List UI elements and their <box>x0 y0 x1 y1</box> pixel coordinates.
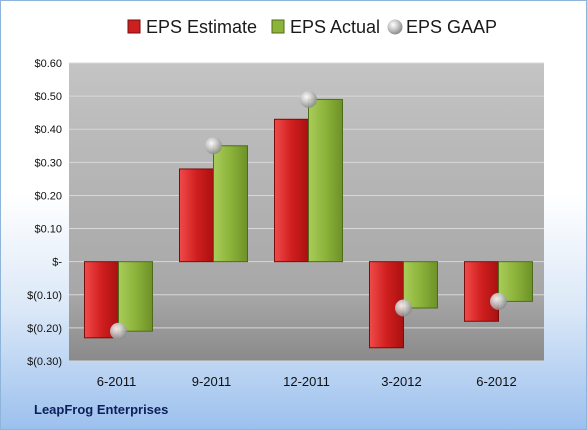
y-tick-label: $0.50 <box>34 91 62 103</box>
eps-actual-bar <box>213 145 248 263</box>
x-category-label: 12-2011 <box>283 374 330 389</box>
x-category-label: 9-2011 <box>192 374 232 389</box>
eps-gaap-point <box>395 299 412 317</box>
legend-label: EPS Estimate <box>146 17 257 37</box>
gaap-points <box>110 90 507 340</box>
legend-label: EPS GAAP <box>406 17 497 37</box>
legend-swatch <box>387 19 403 35</box>
x-axis-categories: 6-2011 9-2011 12-2011 3-2012 6-2012 <box>97 374 517 389</box>
legend-label: EPS Actual <box>290 17 380 37</box>
eps-gaap-point <box>205 137 222 155</box>
eps-gaap-point <box>110 322 127 340</box>
company-name: LeapFrog Enterprises <box>34 402 169 417</box>
x-category-label: 6-2011 <box>97 374 137 389</box>
y-tick-label: $0.40 <box>34 124 62 136</box>
y-tick-label: $(0.10) <box>27 290 62 302</box>
y-tick-label: $- <box>52 257 62 269</box>
eps-gaap-point <box>490 292 507 310</box>
eps-actual-bar <box>403 261 438 309</box>
y-tick-label: $0.60 <box>34 58 62 70</box>
y-tick-label: $0.20 <box>34 190 62 202</box>
eps-estimate-bar <box>274 118 309 263</box>
y-tick-label: $0.10 <box>34 224 62 236</box>
x-category-label: 6-2012 <box>476 374 516 389</box>
eps-estimate-bar <box>179 168 214 263</box>
legend-swatch <box>127 19 141 34</box>
y-tick-label: $(0.20) <box>27 323 62 335</box>
eps-actual-bar <box>118 261 153 332</box>
y-tick-label: $0.30 <box>34 157 62 169</box>
eps-estimate-bar <box>464 261 499 322</box>
x-category-label: 3-2012 <box>381 374 421 389</box>
y-axis-ticks: $0.60 $0.50 $0.40 $0.30 $0.20 $0.10 $- $(0.10) $… <box>27 58 62 368</box>
y-tick-label: $(0.30) <box>27 356 62 368</box>
legend-swatch <box>271 19 285 34</box>
legend: EPS Estimate EPS Actual EPS GAAP <box>127 17 497 37</box>
bars <box>84 98 533 349</box>
eps-actual-bar <box>498 261 533 302</box>
eps-gaap-point <box>300 90 317 108</box>
eps-actual-bar <box>308 98 343 263</box>
